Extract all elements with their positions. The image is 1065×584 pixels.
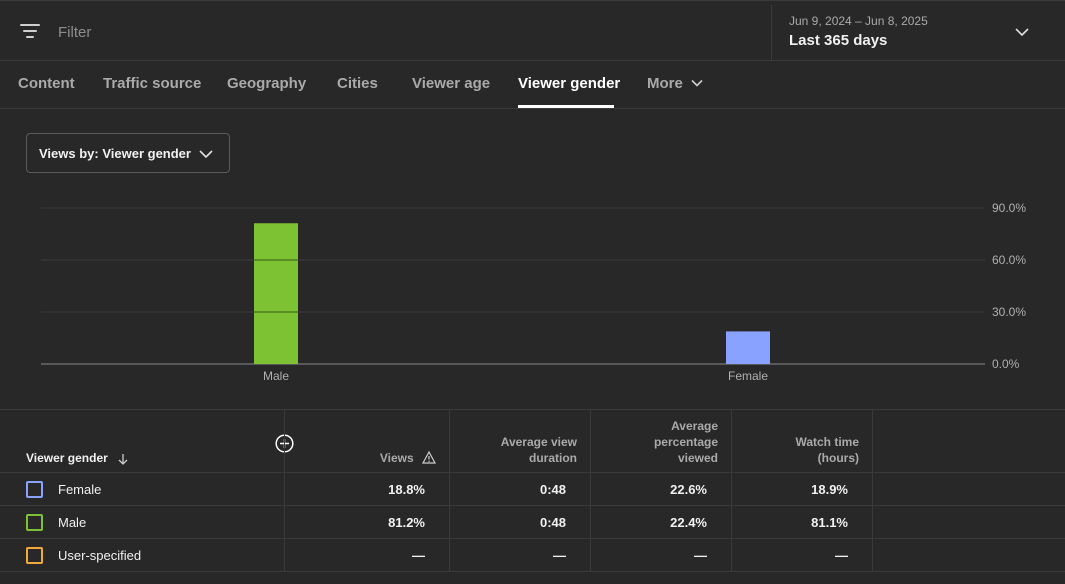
column-header-watch-time[interactable]: Watch time (hours) — [732, 410, 873, 473]
column-header-label-line: viewed — [677, 451, 718, 465]
column-header-label-line: (hours) — [817, 451, 859, 465]
tab-geography[interactable]: Geography — [227, 75, 307, 92]
arrow-down-icon — [118, 453, 128, 465]
column-header-label-line: duration — [529, 451, 577, 465]
column-header-label-line: percentage — [653, 435, 718, 449]
watch-time-value: — — [835, 548, 848, 563]
row-label: Female — [58, 482, 102, 497]
date-range-picker[interactable]: Jun 9, 2024 – Jun 8, 2025 Last 365 days — [771, 5, 1065, 61]
avg-view-duration-value: 0:48 — [539, 515, 566, 530]
active-tab-indicator — [518, 105, 614, 108]
tab-viewer-gender[interactable]: Viewer gender — [518, 75, 621, 92]
filter-bar: Filter Jun 9, 2024 – Jun 8, 2025 Last 36… — [0, 0, 1065, 61]
column-header-views[interactable]: Views — [285, 410, 450, 473]
views-value: — — [412, 548, 425, 563]
tab-traffic-source[interactable]: Traffic source — [103, 75, 202, 92]
table-row[interactable]: User-specified — — — — — [0, 539, 1065, 572]
bar-male — [254, 223, 298, 364]
bar-female — [726, 331, 770, 364]
row-label: User-specified — [58, 548, 142, 563]
column-header-label-line: Watch time — [795, 435, 859, 449]
row-label: Male — [58, 515, 87, 530]
column-header-average-percentage-viewed[interactable]: Average percentage viewed — [591, 410, 732, 473]
watch-time-value: 18.9% — [811, 482, 848, 497]
views-value: 81.2% — [388, 515, 425, 530]
views-by-dropdown-label: Views by: Viewer gender — [39, 146, 191, 161]
table-row[interactable]: Male 81.2% 0:48 22.4% 81.1% — [0, 506, 1065, 539]
avg-percentage-viewed-value: 22.6% — [670, 482, 707, 497]
column-divider — [449, 410, 450, 572]
tab-more[interactable]: More — [647, 75, 703, 92]
column-header-label-line: Average view — [500, 435, 577, 449]
column-header-average-view-duration[interactable]: Average view duration — [450, 410, 591, 473]
chevron-down-icon — [691, 79, 703, 87]
report-tabs: Content Traffic source Geography Cities … — [0, 61, 1065, 109]
tab-more-label: More — [647, 75, 683, 92]
table-row[interactable]: Female 18.8% 0:48 22.6% 18.9% — [0, 473, 1065, 506]
avg-percentage-viewed-value: 22.4% — [670, 515, 707, 530]
series-toggle-checkbox[interactable] — [26, 547, 43, 564]
watch-time-value: 81.1% — [811, 515, 848, 530]
y-tick-label: 60.0% — [992, 253, 1026, 267]
table-header: Viewer gender Views Average view dura — [0, 410, 1065, 473]
date-period-label: Last 365 days — [789, 32, 888, 49]
column-divider — [590, 410, 591, 572]
column-header-label-line: Average — [671, 419, 718, 433]
warning-triangle-icon[interactable] — [421, 450, 437, 464]
series-toggle-checkbox[interactable] — [26, 514, 43, 531]
tab-cities[interactable]: Cities — [337, 75, 378, 92]
views-by-dropdown[interactable]: Views by: Viewer gender — [26, 133, 230, 173]
column-divider — [284, 410, 285, 572]
column-header-label: Viewer gender — [26, 451, 108, 465]
views-value: 18.8% — [388, 482, 425, 497]
column-header-viewer-gender[interactable]: Viewer gender — [26, 410, 226, 473]
column-header-label: Views — [379, 451, 414, 465]
chevron-down-icon — [199, 150, 213, 159]
x-category-label: Male — [263, 369, 289, 383]
gender-bar-chart: 0.0% 30.0% 60.0% 90.0% Male Female — [41, 201, 1026, 383]
column-divider — [731, 410, 732, 572]
filter-icon[interactable] — [20, 24, 40, 40]
column-divider — [872, 410, 873, 572]
avg-view-duration-value: 0:48 — [539, 482, 566, 497]
gender-table: Viewer gender Views Average view dura — [0, 409, 1065, 584]
y-tick-label: 90.0% — [992, 201, 1026, 215]
avg-view-duration-value: — — [553, 548, 566, 563]
chevron-down-icon[interactable] — [1015, 25, 1029, 39]
tab-content[interactable]: Content — [18, 75, 75, 92]
filter-input[interactable]: Filter — [58, 24, 92, 41]
x-category-label: Female — [728, 369, 768, 383]
avg-percentage-viewed-value: — — [694, 548, 707, 563]
series-toggle-checkbox[interactable] — [26, 481, 43, 498]
y-tick-label: 0.0% — [992, 357, 1020, 371]
date-range-text: Jun 9, 2024 – Jun 8, 2025 — [789, 14, 928, 28]
tab-viewer-age[interactable]: Viewer age — [412, 75, 491, 92]
y-tick-label: 30.0% — [992, 305, 1026, 319]
